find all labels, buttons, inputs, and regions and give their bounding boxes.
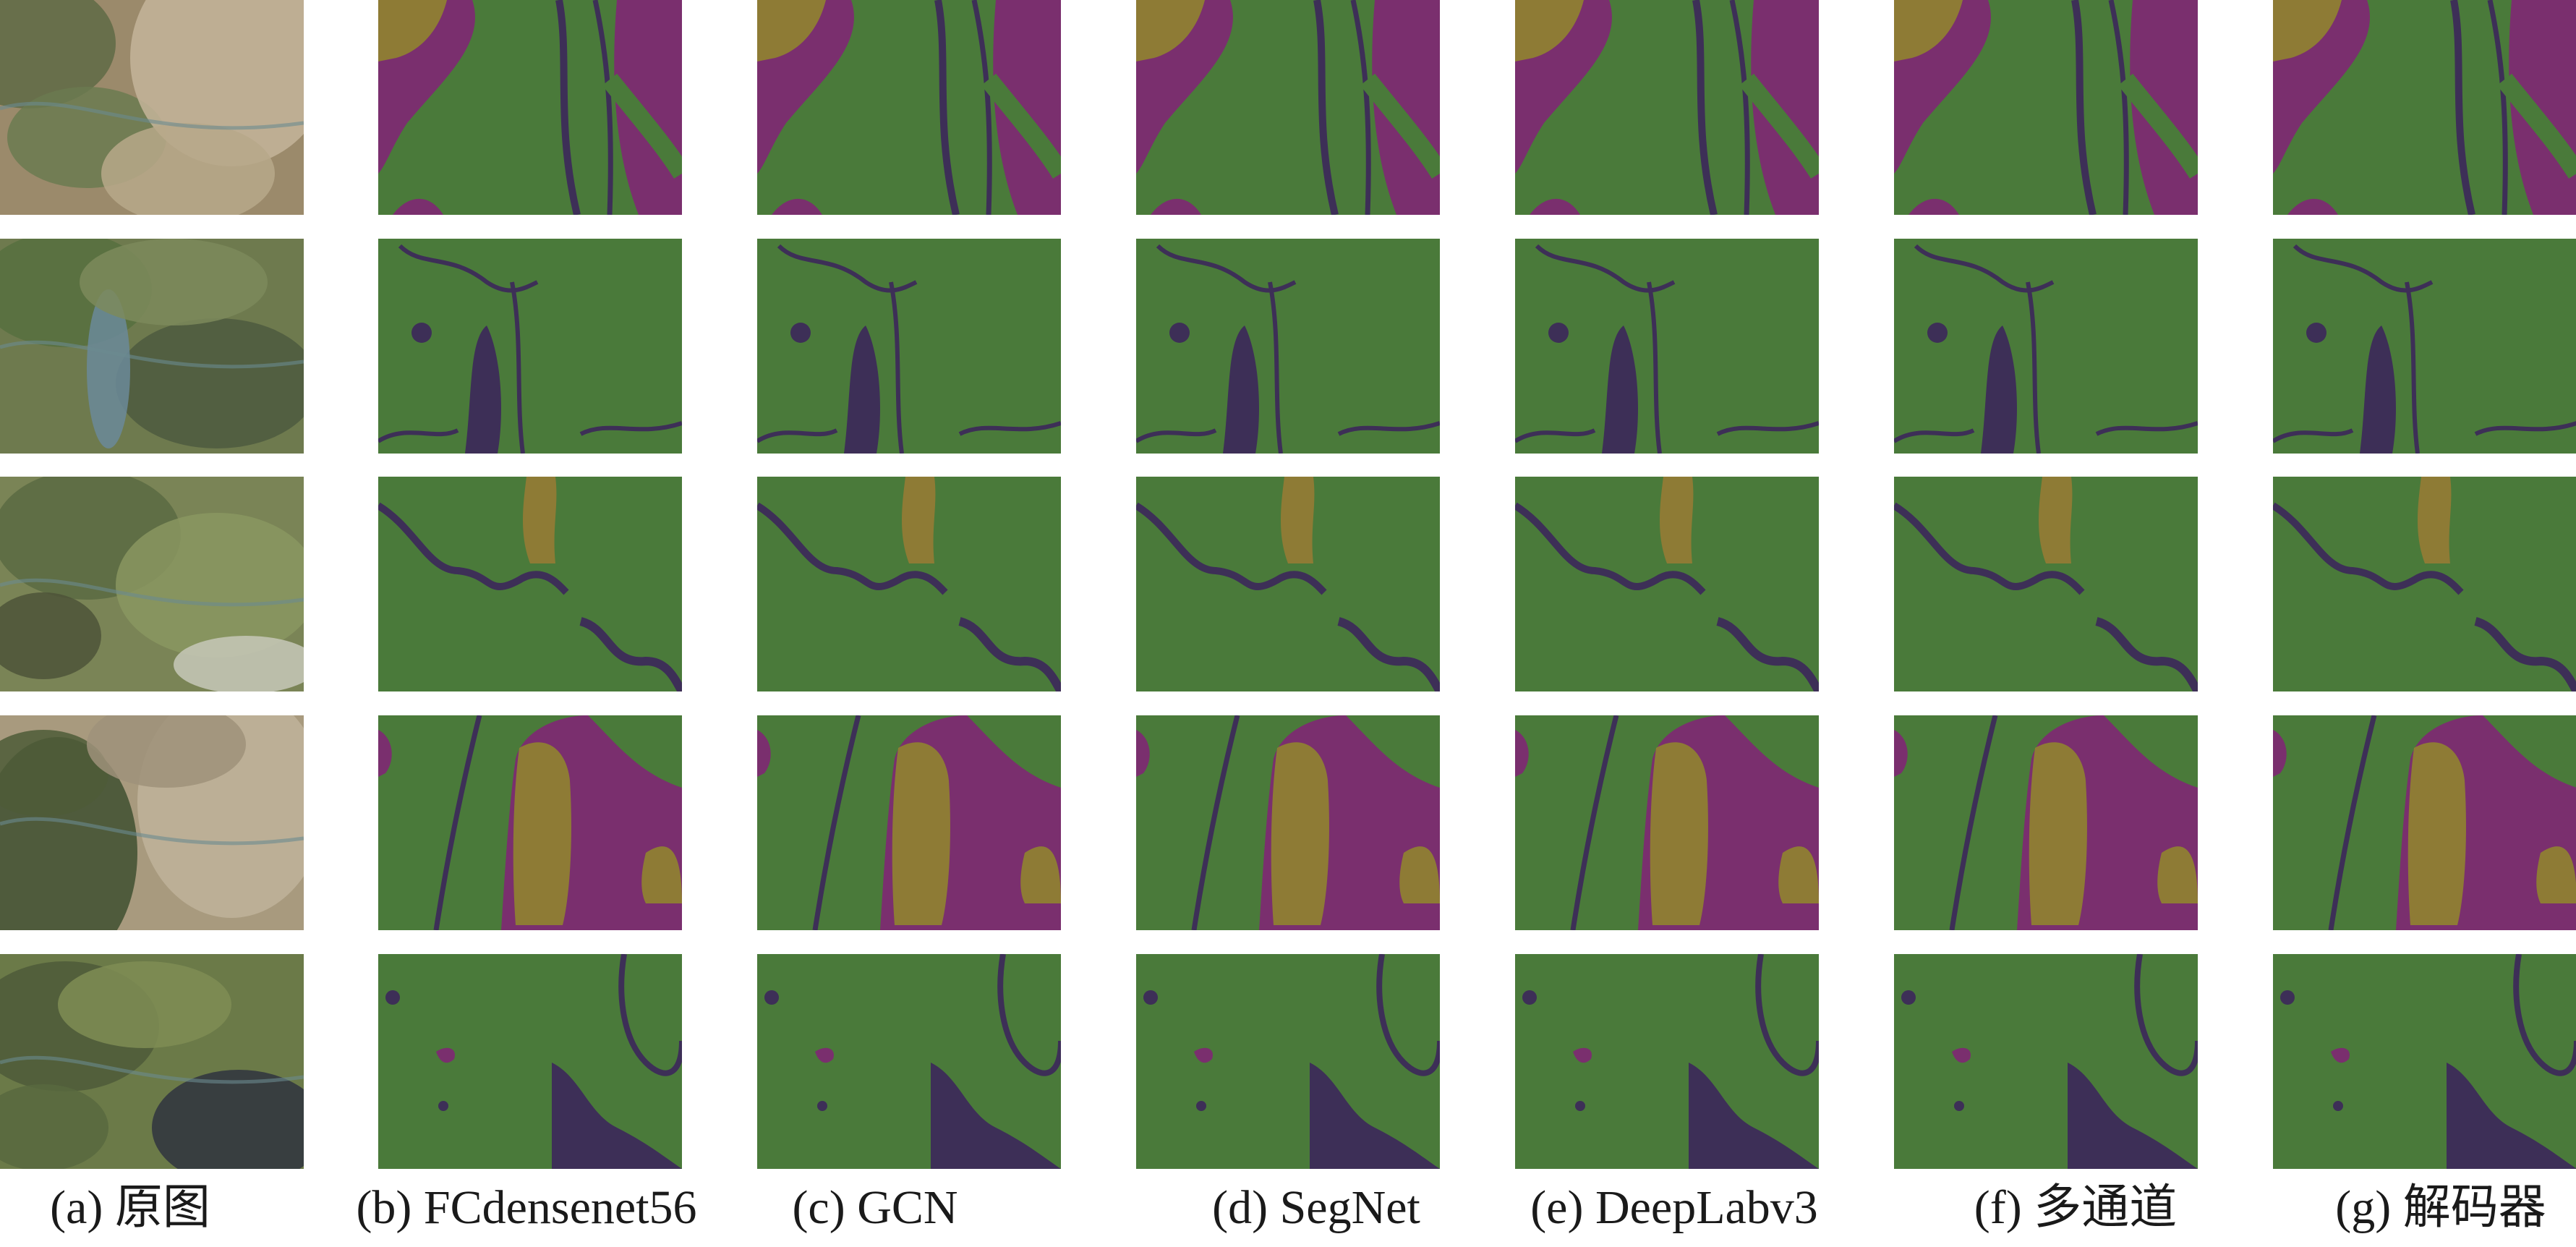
caption-f: (f) 多通道 xyxy=(1974,1181,2178,1234)
segmentation-map-b-row-2 xyxy=(378,239,682,454)
caption-e: (e) DeepLabv3 xyxy=(1530,1181,1818,1234)
segmentation-map-c-row-5 xyxy=(757,954,1061,1169)
segmentation-map-b-row-1 xyxy=(378,0,682,215)
segmentation-map-c-row-2 xyxy=(757,239,1061,454)
aerial-photo-row-3 xyxy=(0,477,304,691)
caption-c: (c) GCN xyxy=(792,1181,958,1234)
aerial-photo-row-1 xyxy=(0,0,304,215)
segmentation-map-c-row-4 xyxy=(757,715,1061,930)
segmentation-map-e-row-3 xyxy=(1515,477,1819,691)
segmentation-map-c-row-3 xyxy=(757,477,1061,691)
segmentation-map-e-row-1 xyxy=(1515,0,1819,215)
aerial-photo-row-5 xyxy=(0,954,304,1169)
aerial-photo-row-2 xyxy=(0,239,304,454)
segmentation-map-g-row-1 xyxy=(2273,0,2576,215)
segmentation-map-f-row-4 xyxy=(1894,715,2198,930)
segmentation-map-g-row-2 xyxy=(2273,239,2576,454)
segmentation-map-d-row-4 xyxy=(1136,715,1440,930)
caption-b: (b) FCdensenet56 xyxy=(356,1181,697,1234)
segmentation-map-d-row-1 xyxy=(1136,0,1440,215)
aerial-photo-row-4 xyxy=(0,715,304,930)
segmentation-map-e-row-4 xyxy=(1515,715,1819,930)
caption-d: (d) SegNet xyxy=(1212,1181,1420,1234)
caption-a: (a) 原图 xyxy=(50,1181,210,1234)
segmentation-map-b-row-5 xyxy=(378,954,682,1169)
segmentation-map-d-row-3 xyxy=(1136,477,1440,691)
segmentation-map-b-row-4 xyxy=(378,715,682,930)
segmentation-map-g-row-3 xyxy=(2273,477,2576,691)
segmentation-map-e-row-2 xyxy=(1515,239,1819,454)
segmentation-map-f-row-3 xyxy=(1894,477,2198,691)
caption-g: (g) 解码器 xyxy=(2335,1181,2546,1234)
segmentation-map-f-row-2 xyxy=(1894,239,2198,454)
segmentation-map-g-row-5 xyxy=(2273,954,2576,1169)
segmentation-map-e-row-5 xyxy=(1515,954,1819,1169)
segmentation-map-f-row-5 xyxy=(1894,954,2198,1169)
segmentation-map-d-row-2 xyxy=(1136,239,1440,454)
segmentation-map-b-row-3 xyxy=(378,477,682,691)
segmentation-map-c-row-1 xyxy=(757,0,1061,215)
segmentation-map-f-row-1 xyxy=(1894,0,2198,215)
segmentation-map-g-row-4 xyxy=(2273,715,2576,930)
segmentation-map-d-row-5 xyxy=(1136,954,1440,1169)
